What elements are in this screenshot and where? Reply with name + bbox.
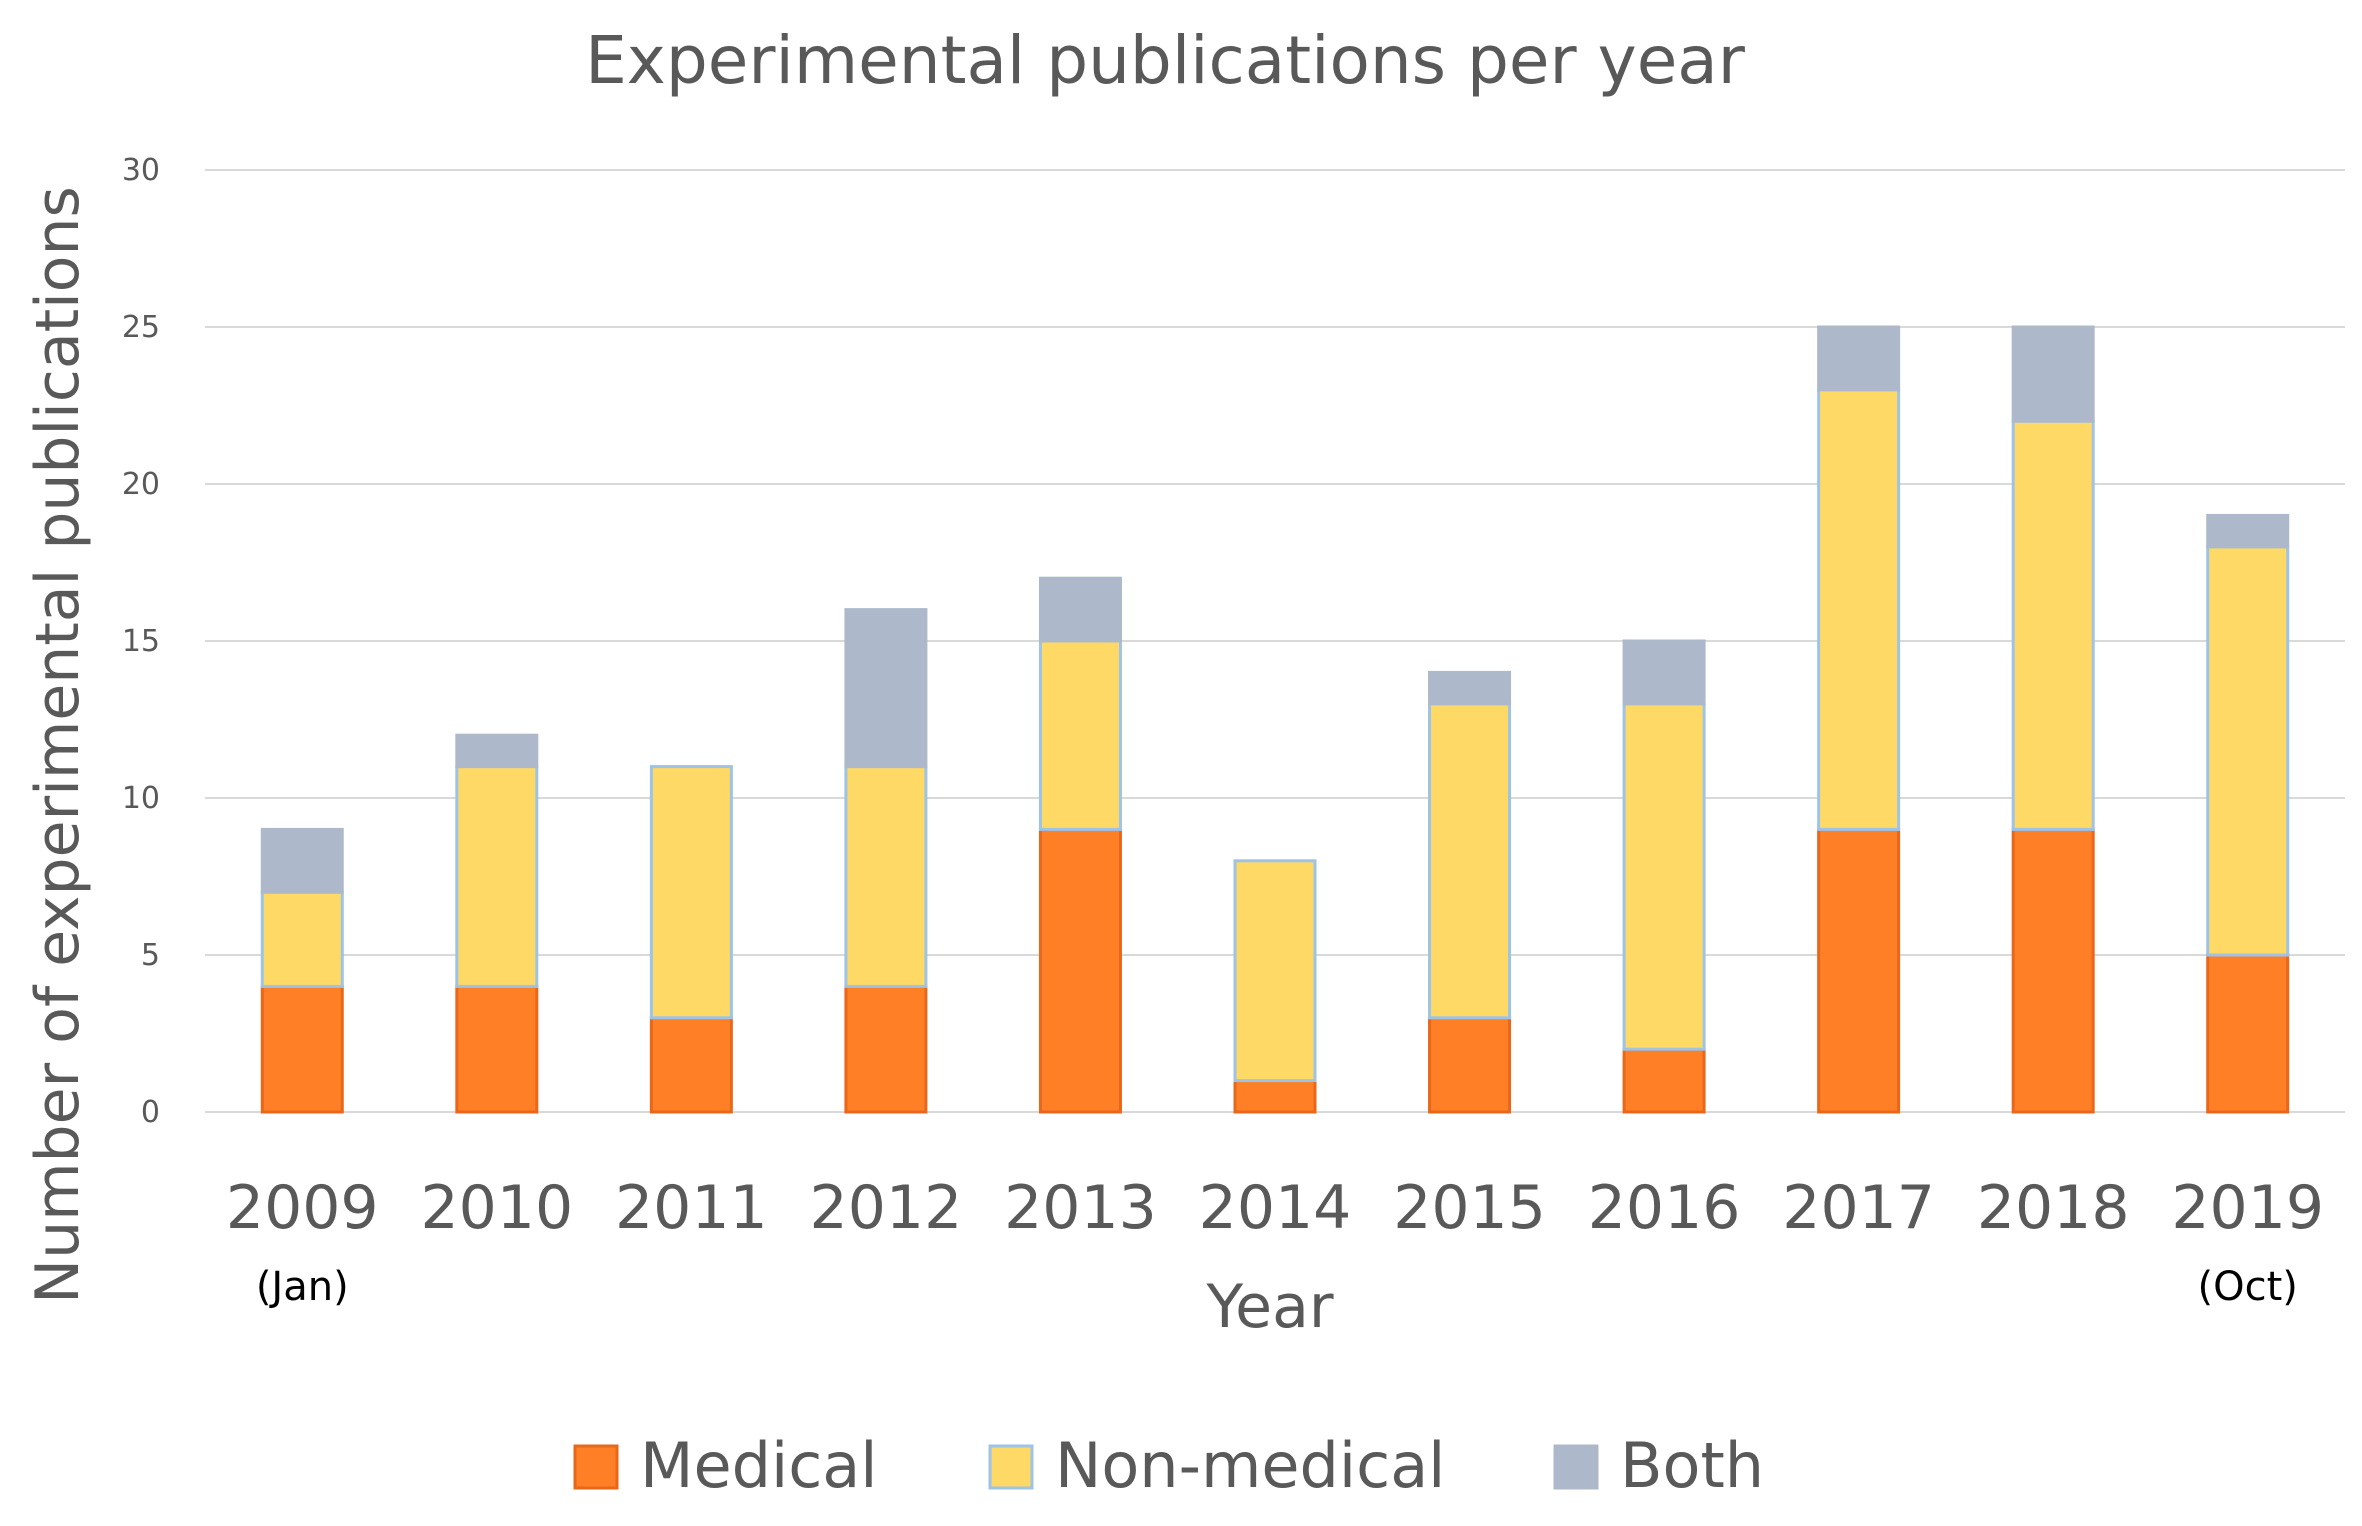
legend-swatch-non-medical bbox=[988, 1444, 1034, 1490]
legend: Medical Non-medical Both bbox=[573, 1429, 1764, 1502]
x-tick-note: (Oct) bbox=[2198, 1264, 2298, 1310]
x-tick-label: 2017 bbox=[1782, 1173, 1935, 1243]
bar-medical-2014 bbox=[1233, 1079, 1317, 1114]
bar-both-2016 bbox=[1622, 639, 1706, 706]
x-tick-label: 2010 bbox=[420, 1173, 573, 1243]
legend-swatch-both bbox=[1553, 1444, 1599, 1490]
gridlines bbox=[205, 169, 2345, 1113]
x-tick-label: 2019 bbox=[2171, 1173, 2324, 1243]
y-tick-label: 10 bbox=[122, 781, 160, 816]
bar-non-medical-2015 bbox=[1428, 702, 1512, 1020]
legend-swatch-medical bbox=[573, 1444, 619, 1490]
x-tick-label: 2013 bbox=[1004, 1173, 1157, 1243]
bar-both-2013 bbox=[1038, 576, 1122, 643]
bar-medical-2016 bbox=[1622, 1047, 1706, 1114]
bar-medical-2017 bbox=[1817, 827, 1901, 1114]
bar-medical-2009 bbox=[260, 984, 344, 1114]
bar-medical-2012 bbox=[844, 984, 928, 1114]
y-tick-label: 5 bbox=[141, 938, 160, 973]
y-tick-label: 25 bbox=[122, 310, 160, 345]
bar-both-2018 bbox=[2011, 325, 2095, 423]
legend-label: Medical bbox=[640, 1429, 878, 1502]
bar-non-medical-2013 bbox=[1038, 639, 1122, 831]
bar-non-medical-2014 bbox=[1233, 859, 1317, 1083]
bar-both-2017 bbox=[1817, 325, 1901, 392]
chart-title: Experimental publications per year bbox=[585, 22, 1746, 99]
bar-both-2015 bbox=[1428, 670, 1512, 706]
x-tick-label: 2014 bbox=[1199, 1173, 1352, 1243]
x-tick-label: 2009 bbox=[226, 1173, 379, 1243]
y-tick-label: 15 bbox=[122, 624, 160, 659]
bar-medical-2013 bbox=[1038, 827, 1122, 1114]
bar-non-medical-2010 bbox=[455, 765, 539, 988]
bar-both-2009 bbox=[260, 827, 344, 894]
x-tick-label: 2011 bbox=[615, 1173, 768, 1243]
bar-medical-2015 bbox=[1428, 1016, 1512, 1114]
y-tick-label: 0 bbox=[141, 1095, 160, 1130]
bar-non-medical-2011 bbox=[649, 765, 733, 1020]
legend-label: Both bbox=[1620, 1429, 1764, 1502]
bar-non-medical-2012 bbox=[844, 765, 928, 988]
bar-medical-2011 bbox=[649, 1016, 733, 1114]
bar-non-medical-2017 bbox=[1817, 388, 1901, 831]
x-axis-label: Year bbox=[1205, 1272, 1333, 1342]
y-axis-ticks: 0 5 10 15 20 25 30 bbox=[122, 153, 160, 1130]
legend-label: Non-medical bbox=[1055, 1429, 1445, 1502]
x-tick-label: 2016 bbox=[1588, 1173, 1741, 1243]
y-tick-label: 30 bbox=[122, 153, 160, 188]
y-tick-label: 20 bbox=[122, 467, 160, 502]
y-axis-label: Number of experimental publications bbox=[23, 186, 93, 1304]
bar-non-medical-2019 bbox=[2206, 545, 2290, 957]
bar-medical-2010 bbox=[455, 984, 539, 1114]
x-axis-ticks: 2009 (Jan) 2010 2011 2012 2013 2014 2015 2016 201… bbox=[226, 1173, 2324, 1310]
bar-non-medical-2018 bbox=[2011, 419, 2095, 831]
bar-non-medical-2009 bbox=[260, 890, 344, 988]
x-tick-label: 2018 bbox=[1977, 1173, 2130, 1243]
x-tick-note: (Jan) bbox=[256, 1264, 349, 1310]
bar-both-2012 bbox=[844, 608, 928, 769]
bar-both-2019 bbox=[2206, 513, 2290, 549]
bars bbox=[260, 325, 2290, 1114]
bar-medical-2018 bbox=[2011, 827, 2095, 1114]
bar-both-2010 bbox=[455, 733, 539, 769]
x-tick-label: 2012 bbox=[810, 1173, 963, 1243]
x-tick-label: 2015 bbox=[1393, 1173, 1546, 1243]
bar-non-medical-2016 bbox=[1622, 702, 1706, 1051]
bar-medical-2019 bbox=[2206, 953, 2290, 1114]
